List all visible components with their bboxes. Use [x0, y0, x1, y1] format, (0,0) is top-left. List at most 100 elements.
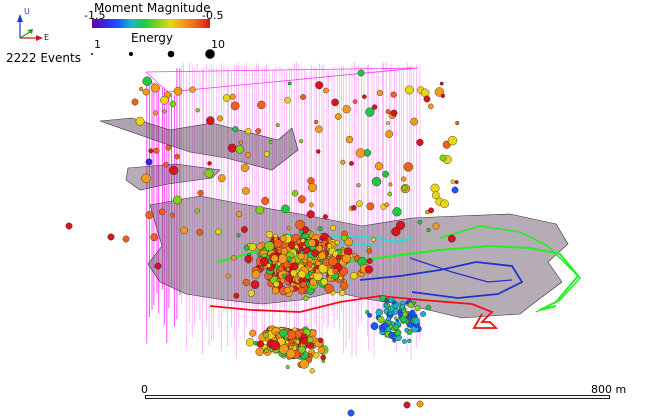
event-sphere [204, 168, 214, 178]
event-sphere [315, 125, 323, 133]
event-sphere [350, 272, 358, 280]
event-sphere [257, 100, 266, 110]
event-sphere [326, 276, 332, 282]
event-sphere [394, 316, 398, 320]
event-sphere [229, 93, 236, 100]
event-sphere [279, 344, 289, 355]
event-sphere [240, 226, 248, 233]
event-sphere [150, 233, 159, 242]
event-sphere [247, 289, 255, 297]
energy-dot-2 [129, 52, 133, 56]
event-sphere [165, 144, 172, 151]
event-sphere [391, 227, 401, 237]
event-sphere [311, 249, 319, 257]
event-sphere [342, 254, 351, 263]
events-count: 2222 Events [6, 51, 81, 65]
event-sphere [447, 234, 456, 243]
event-sphere [139, 86, 144, 92]
event-sphere [371, 237, 377, 243]
event-sphere [388, 305, 395, 312]
event-sphere [384, 202, 390, 208]
tunnel-green-loop [439, 225, 582, 313]
event-sphere [263, 150, 270, 157]
event-sphere [317, 346, 325, 354]
event-sphere [352, 252, 357, 258]
event-sphere [173, 86, 183, 96]
event-sphere [297, 252, 305, 261]
event-sphere [386, 121, 390, 125]
event-sphere [145, 210, 154, 219]
event-sphere [251, 270, 261, 279]
energy-size-legend [91, 49, 215, 59]
energy-min-label: 1 [94, 38, 101, 51]
event-sphere [231, 255, 237, 261]
event-sphere [388, 311, 392, 316]
event-sphere [334, 113, 342, 120]
event-sphere [294, 244, 299, 250]
event-sphere [154, 262, 162, 270]
event-sphere [297, 195, 306, 204]
event-sphere [423, 95, 431, 103]
event-sphere [170, 212, 176, 218]
event-sphere [392, 300, 397, 305]
event-sphere [338, 276, 343, 281]
event-sphere [416, 138, 424, 147]
event-sphere [205, 116, 215, 125]
event-sphere [162, 109, 167, 114]
event-sphere [233, 292, 240, 299]
energy-dot-4 [205, 49, 215, 59]
event-sphere [318, 251, 327, 260]
event-sphere [403, 162, 413, 172]
event-sphere [249, 329, 257, 337]
event-sphere [339, 289, 346, 297]
event-sphere [366, 202, 375, 211]
event-sphere [197, 189, 204, 196]
event-sphere [319, 236, 324, 241]
event-sphere [382, 170, 389, 178]
event-sphere [271, 286, 280, 295]
event-sphere [273, 239, 283, 249]
event-sphere [370, 322, 379, 330]
event-sphere [315, 81, 324, 90]
event-sphere [160, 96, 169, 105]
event-sphere [385, 326, 392, 332]
event-sphere [320, 354, 327, 361]
event-sphere [289, 344, 294, 350]
event-sphere [404, 85, 414, 95]
event-sphere [412, 301, 416, 305]
event-sphere [290, 262, 299, 271]
event-sphere [255, 128, 262, 135]
event-sphere [355, 148, 366, 158]
event-sphere [365, 310, 370, 315]
event-sphere [377, 316, 385, 324]
event-sphere [295, 219, 306, 230]
event-sphere [439, 81, 444, 86]
event-sphere [107, 233, 115, 241]
event-sphere [286, 256, 292, 262]
event-sphere [135, 116, 145, 126]
event-sphere [412, 317, 420, 325]
event-sphere [349, 160, 354, 166]
event-sphere [122, 235, 130, 243]
event-sphere [245, 338, 255, 347]
event-sphere [297, 287, 306, 295]
event-sphere [261, 196, 270, 205]
event-sphere [342, 105, 351, 114]
event-sphere [276, 248, 282, 254]
event-sphere [430, 183, 440, 193]
event-sphere [340, 159, 346, 165]
event-sphere [307, 257, 313, 262]
event-sphere [392, 207, 402, 217]
event-sphere [327, 256, 338, 267]
event-sphere [388, 182, 393, 187]
event-sphere [169, 100, 177, 108]
event-sphere [174, 153, 180, 160]
event-sphere [432, 222, 440, 230]
event-sphere [215, 228, 222, 235]
event-sphere [376, 89, 384, 97]
event-sphere [207, 161, 212, 166]
event-sphere [290, 269, 298, 277]
axis-up-label: U [24, 7, 30, 16]
event-sphere [365, 107, 375, 117]
